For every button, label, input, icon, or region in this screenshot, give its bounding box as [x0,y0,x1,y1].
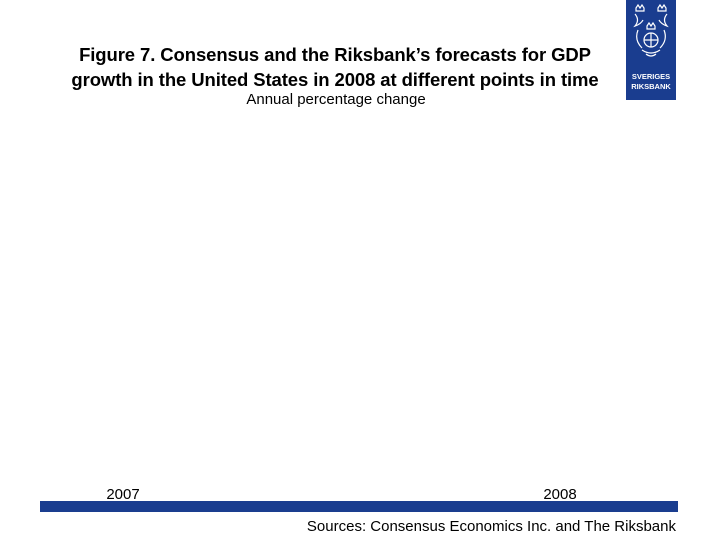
riksbank-logo: SVERIGES RIKSBANK [626,0,676,100]
logo-text-line-1: SVERIGES [632,72,670,81]
chart-plot-area [40,118,680,518]
chart-subtitle: Annual percentage change [246,91,426,108]
x-axis-bar [40,501,678,512]
chart-title-line-1: Figure 7. Consensus and the Riksbank’s f… [79,44,591,65]
x-tick-label-2008: 2008 [543,486,577,503]
chart-title-line-2: growth in the United States in 2008 at d… [71,69,599,90]
riksbank-emblem-icon: SVERIGES RIKSBANK [631,3,671,91]
logo-text-line-2: RIKSBANK [631,82,671,91]
chart-title: Figure 7. Consensus and the Riksbank’s f… [30,42,640,92]
source-note: Sources: Consensus Economics Inc. and Th… [306,518,676,535]
x-tick-label-2007: 2007 [106,486,140,503]
